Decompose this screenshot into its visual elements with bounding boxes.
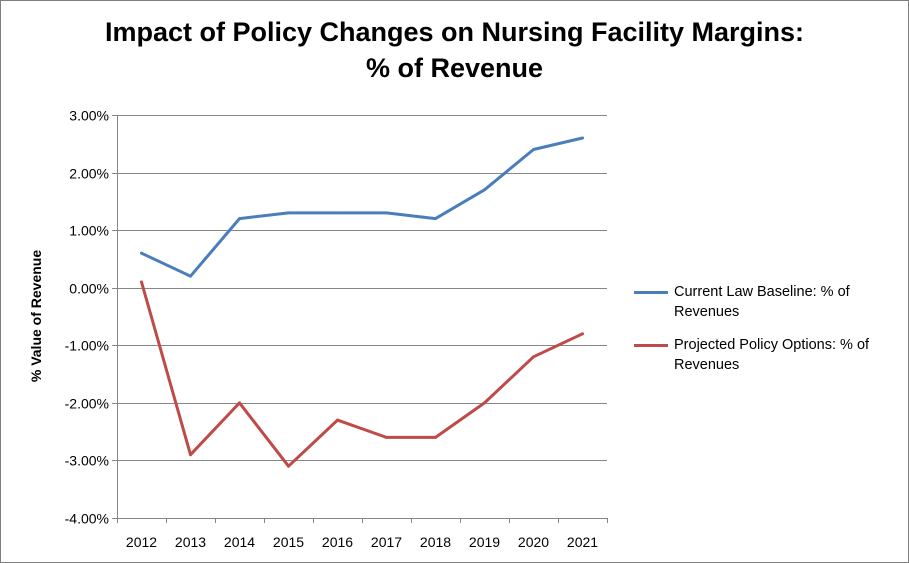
y-tick-label: -1.00% bbox=[65, 338, 109, 354]
data-point bbox=[238, 401, 241, 405]
x-tick-label: 2020 bbox=[518, 534, 549, 550]
y-tick-label: 1.00% bbox=[69, 223, 109, 239]
chart-title: Impact of Policy Changes on Nursing Faci… bbox=[0, 14, 909, 86]
y-tick-label: 0.00% bbox=[69, 281, 109, 297]
data-point bbox=[532, 355, 535, 359]
data-point bbox=[581, 136, 584, 140]
x-tick-label: 2013 bbox=[175, 534, 206, 550]
x-tick-label: 2016 bbox=[322, 534, 353, 550]
data-point bbox=[434, 217, 437, 221]
data-point bbox=[336, 211, 339, 215]
series-line-policy bbox=[140, 280, 584, 468]
x-tick-label: 2017 bbox=[371, 534, 402, 550]
x-tick-label: 2018 bbox=[420, 534, 451, 550]
data-point bbox=[287, 464, 290, 468]
chart-title-line-1: Impact of Policy Changes on Nursing Faci… bbox=[104, 17, 805, 47]
series-line-baseline bbox=[140, 136, 584, 278]
x-tick-label: 2021 bbox=[567, 534, 598, 550]
data-point bbox=[189, 453, 192, 457]
x-tick-label: 2012 bbox=[126, 534, 157, 550]
chart-title-line-2: % of Revenue bbox=[365, 53, 544, 83]
data-point bbox=[483, 188, 486, 192]
y-tick-label: -2.00% bbox=[65, 396, 109, 412]
data-point bbox=[189, 274, 192, 278]
y-tick-label: 3.00% bbox=[69, 108, 109, 124]
data-point bbox=[140, 280, 143, 284]
legend-label-policy: Projected Policy Options: % of Revenues bbox=[674, 337, 870, 373]
x-tick-label: 2014 bbox=[224, 534, 255, 550]
data-point bbox=[238, 217, 241, 221]
data-point bbox=[532, 148, 535, 151]
data-point bbox=[385, 436, 388, 439]
data-point bbox=[287, 211, 290, 215]
legend-swatch-policy bbox=[634, 344, 668, 347]
x-tick-label: 2019 bbox=[469, 534, 500, 550]
data-point bbox=[336, 418, 339, 422]
data-point bbox=[581, 332, 584, 336]
data-point bbox=[385, 211, 388, 215]
data-point bbox=[434, 436, 437, 439]
y-tick-label: -4.00% bbox=[65, 511, 109, 527]
legend-label-baseline: Current Law Baseline: % of Revenues bbox=[674, 284, 850, 320]
data-point bbox=[483, 401, 486, 405]
y-tick-label: 2.00% bbox=[69, 166, 109, 182]
data-point bbox=[140, 251, 143, 255]
y-tick-label: -3.00% bbox=[65, 453, 109, 469]
x-tick-label: 2015 bbox=[273, 534, 304, 550]
legend-swatch-baseline bbox=[634, 291, 668, 294]
